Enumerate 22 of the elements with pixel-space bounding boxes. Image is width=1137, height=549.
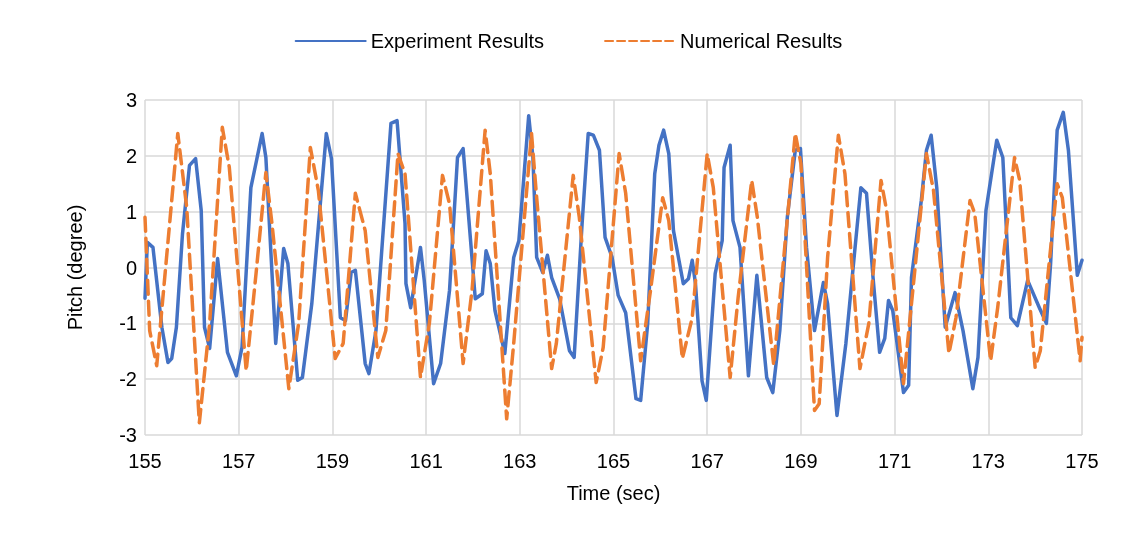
legend-label: Experiment Results: [370, 30, 545, 52]
x-tick-label: 171: [877, 450, 912, 472]
y-tick-label: -1: [119, 312, 137, 335]
x-tick-label: 169: [784, 450, 818, 472]
x-tick-label: 161: [409, 450, 443, 472]
x-tick-label: 167: [690, 450, 724, 472]
y-axis-title: Pitch (degree): [64, 204, 86, 331]
x-tick-label: 159: [315, 450, 350, 472]
x-axis-title: Time (sec): [566, 482, 661, 504]
x-tick-label: 155: [128, 450, 162, 472]
y-tick-label: 0: [125, 256, 137, 279]
y-tick-label: 1: [125, 200, 137, 223]
x-tick-label: 157: [222, 450, 256, 472]
y-tick-label: 2: [125, 144, 137, 167]
legend-label: Numerical Results: [680, 30, 843, 52]
y-tick-label: -3: [119, 424, 137, 446]
x-tick-label: 163: [503, 450, 537, 472]
x-tick-label: 173: [971, 450, 1005, 472]
y-tick-label: 3: [125, 89, 137, 111]
y-tick-label: -2: [119, 368, 137, 391]
x-tick-label: 175: [1065, 450, 1099, 472]
x-tick-label: 165: [596, 450, 631, 472]
